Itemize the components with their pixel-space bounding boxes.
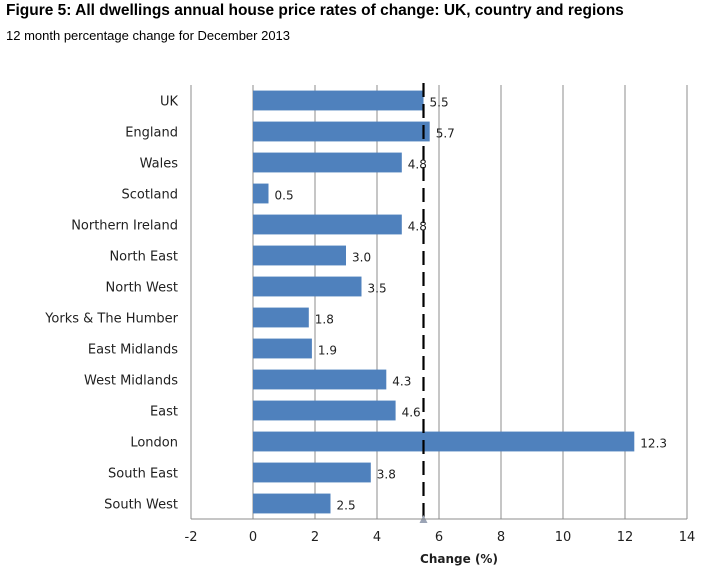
x-tick-label: -2 (185, 530, 198, 545)
x-tick-label: 2 (311, 530, 319, 545)
x-tick-label: 14 (679, 530, 696, 545)
category-label: Scotland (121, 188, 178, 203)
bars (253, 90, 635, 514)
category-label: Northern Ireland (71, 219, 178, 234)
value-label: 3.8 (377, 468, 396, 482)
bar (253, 214, 402, 235)
bar (253, 338, 312, 359)
bar (253, 431, 635, 452)
category-label: North West (106, 281, 178, 296)
bar (253, 462, 371, 483)
value-label: 0.5 (275, 189, 294, 203)
value-label: 3.0 (352, 251, 371, 265)
category-label: Yorks & The Humber (44, 312, 178, 327)
value-label: 2.5 (337, 499, 356, 513)
category-label: South West (104, 498, 178, 513)
chart-title: Figure 5: All dwellings annual house pri… (6, 2, 624, 19)
chart-subtitle: 12 month percentage change for December … (6, 28, 291, 43)
category-label: North East (109, 250, 178, 265)
category-label: UK (160, 95, 179, 110)
bar (253, 183, 269, 204)
value-labels: 5.5 5.7 4.8 0.5 4.8 3.0 3.5 1.8 1.9 4.3 4.6 12.3 3.8… (275, 96, 668, 513)
bar (253, 90, 424, 111)
bar (253, 400, 396, 421)
x-tick-label: 12 (617, 530, 634, 545)
bar (253, 276, 362, 297)
x-axis-title: Change (%) (420, 552, 498, 566)
category-label: Wales (140, 157, 179, 172)
category-label: London (130, 436, 178, 451)
value-label: 3.5 (368, 282, 387, 296)
x-tick-label: 10 (555, 530, 572, 545)
value-label: 1.9 (318, 344, 337, 358)
value-label: 4.6 (402, 406, 421, 420)
bar (253, 121, 430, 142)
value-label: 4.3 (392, 375, 411, 389)
value-label: 5.5 (430, 96, 449, 110)
value-label: 5.7 (436, 127, 455, 141)
category-label: South East (108, 467, 178, 482)
bar (253, 369, 387, 390)
value-label: 4.8 (408, 158, 427, 172)
bar (253, 152, 402, 173)
grid-lines (190, 85, 688, 519)
category-label: East (150, 405, 178, 420)
x-tick-label: 8 (497, 530, 505, 545)
reference-line-group (419, 83, 428, 523)
value-label: 12.3 (640, 437, 667, 451)
x-axis: -2 0 2 4 6 8 10 12 14 (185, 518, 696, 545)
value-label: 4.8 (408, 220, 427, 234)
bar (253, 307, 309, 328)
x-tick-label: 0 (249, 530, 257, 545)
value-label: 1.8 (315, 313, 334, 327)
x-tick-label: 6 (435, 530, 443, 545)
category-label: West Midlands (84, 374, 178, 389)
category-label: East Midlands (88, 343, 178, 358)
bar (253, 493, 331, 514)
category-labels: UK England Wales Scotland Northern Ireland No… (44, 95, 178, 513)
category-label: England (125, 126, 178, 141)
x-tick-label: 4 (373, 530, 381, 545)
bar (253, 245, 346, 266)
